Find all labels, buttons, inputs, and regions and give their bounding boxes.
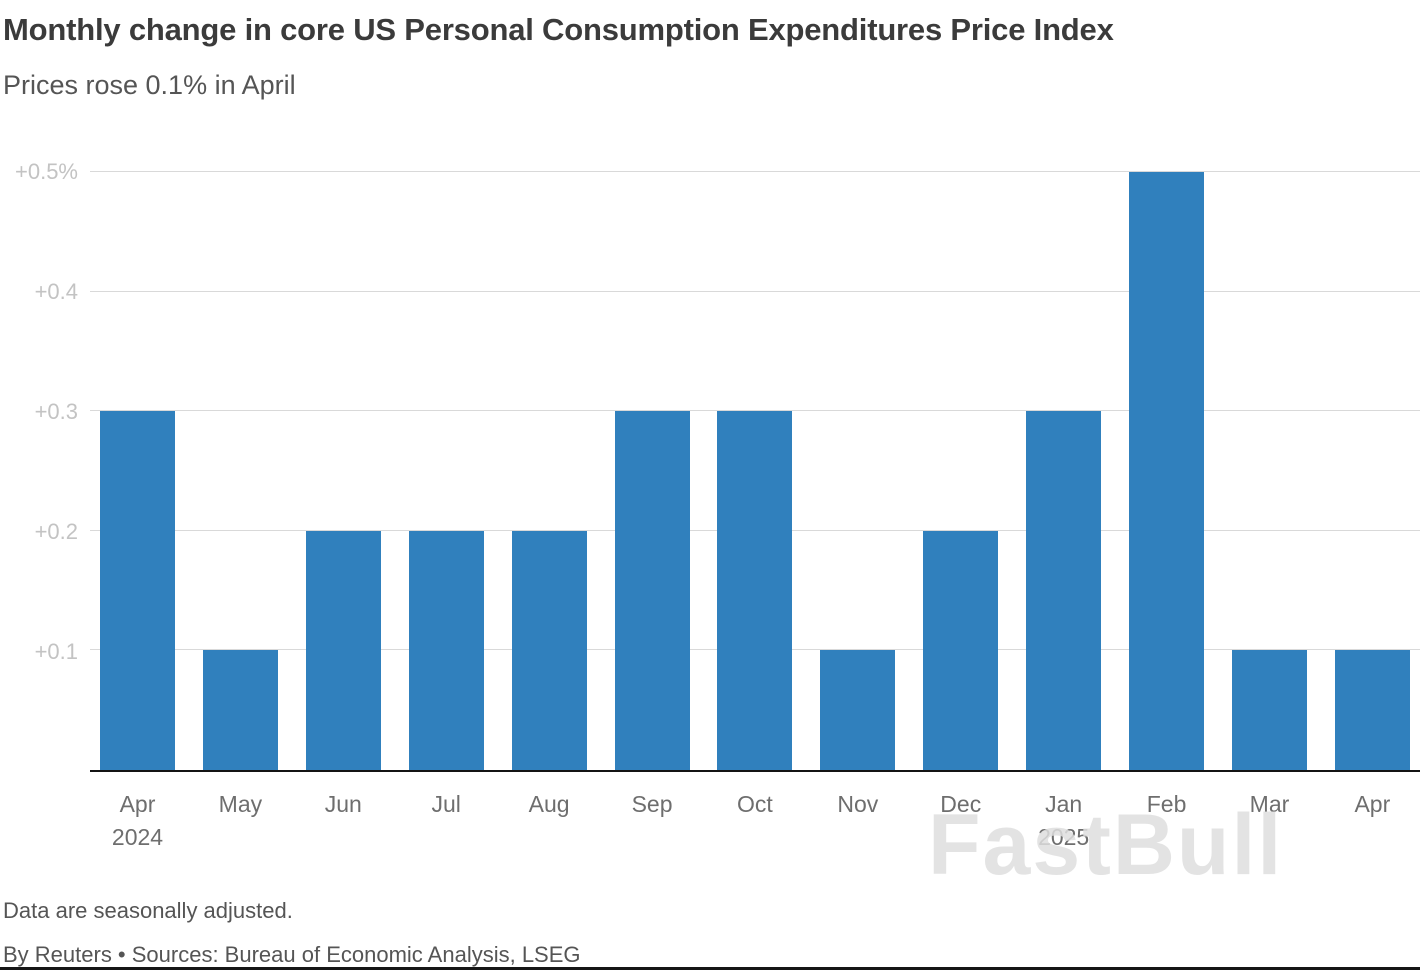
bar-oct xyxy=(717,411,793,770)
y-axis-tick-label: +0.5% xyxy=(15,159,78,184)
x-axis-label-jan-2025: Jan 2025 xyxy=(1038,791,1090,851)
x-axis-label-dec: Dec xyxy=(940,791,982,817)
x-axis-label-aug: Aug xyxy=(528,791,570,817)
footnote: Data are seasonally adjusted. xyxy=(3,898,293,923)
bar-apr-2024 xyxy=(100,411,175,770)
y-axis: +0.1 +0.2 +0.3 +0.4 +0.5% xyxy=(0,159,78,772)
bar-feb xyxy=(1129,172,1205,770)
bar-apr xyxy=(1334,650,1410,770)
gridline xyxy=(90,171,1420,172)
x-axis: Apr 2024 May Jun Jul Aug Sep Oct Nov Dec Jan 2025 Fe… xyxy=(90,788,1420,855)
y-axis-tick-label: +0.1 xyxy=(34,639,78,664)
bar-sep xyxy=(614,411,690,770)
x-axis-label-jul: Jul xyxy=(431,791,461,817)
gridline xyxy=(90,410,1420,412)
x-axis-label-sep: Sep xyxy=(631,791,673,817)
bar-series xyxy=(90,172,1420,770)
bottom-border xyxy=(0,967,1420,970)
x-axis-label-apr-2024: Apr 2024 xyxy=(111,791,164,851)
y-axis-tick-label: +0.4 xyxy=(34,279,78,304)
bar-jul xyxy=(408,530,484,770)
y-axis-tick-label: +0.2 xyxy=(34,519,78,544)
plot-area xyxy=(90,171,1420,772)
bar-jun xyxy=(305,530,381,770)
bar-aug xyxy=(511,530,587,770)
bar-mar xyxy=(1231,650,1307,770)
x-axis-label-jun: Jun xyxy=(324,791,362,817)
y-axis-tick-label: +0.3 xyxy=(34,399,78,424)
x-axis-label-apr: Apr xyxy=(1354,791,1391,817)
chart-title: Monthly change in core US Personal Consu… xyxy=(3,12,1114,47)
chart-subtitle: Prices rose 0.1% in April xyxy=(3,70,296,100)
bar-may xyxy=(202,650,278,770)
gridline xyxy=(90,290,1420,292)
x-axis-label-nov: Nov xyxy=(837,791,879,817)
bar-nov xyxy=(820,650,896,770)
bar-jan-2025 xyxy=(1026,411,1102,770)
x-axis-label-may: May xyxy=(218,791,263,817)
source-line: By Reuters • Sources: Bureau of Economic… xyxy=(3,942,581,967)
x-axis-label-mar: Mar xyxy=(1249,791,1290,817)
x-axis-label-oct: Oct xyxy=(737,791,773,817)
x-axis-label-feb: Feb xyxy=(1146,791,1187,817)
bar-dec xyxy=(923,530,999,770)
